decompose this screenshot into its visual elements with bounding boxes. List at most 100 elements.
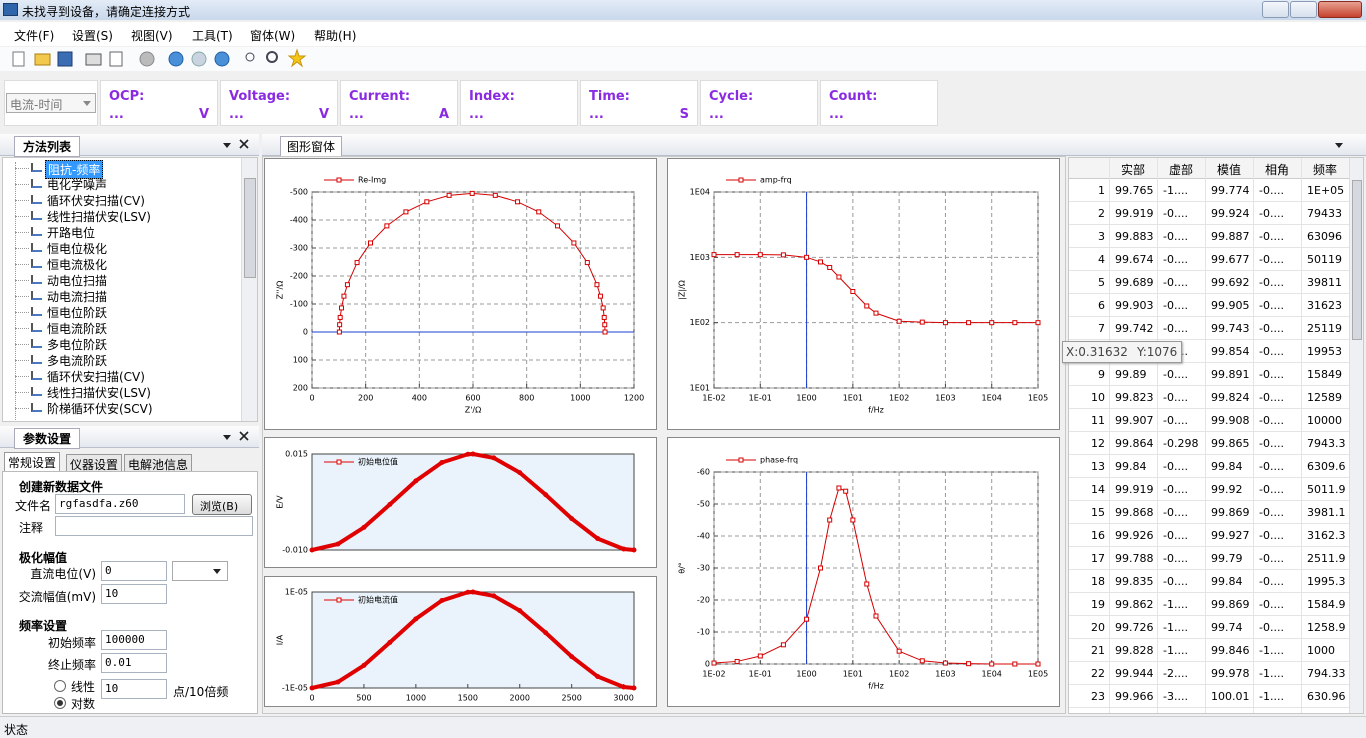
status-text: 状态	[4, 723, 29, 737]
text-input[interactable]: 10	[101, 584, 167, 604]
radio-dot	[57, 700, 63, 706]
column-header[interactable]: 频率	[1312, 163, 1337, 177]
settings-tab[interactable]: 电解池信息	[124, 454, 193, 475]
method-icon	[31, 355, 42, 364]
column-header[interactable]: 虚部	[1168, 163, 1193, 177]
close-button[interactable]	[1318, 1, 1362, 18]
table-cell: -0....	[1259, 506, 1284, 519]
text-input[interactable]: 100000	[101, 630, 167, 650]
x-tick-label: 1E05	[1028, 394, 1048, 403]
method-item[interactable]: 动电流扫描	[47, 290, 108, 304]
text-input[interactable]: 0	[101, 561, 167, 581]
text-input[interactable]: 10	[101, 679, 167, 699]
settings-tab[interactable]: 仪器设置	[66, 454, 123, 475]
minimize-button[interactable]	[1262, 1, 1289, 18]
method-item[interactable]: 恒电流阶跃	[47, 322, 108, 336]
scrollbar[interactable]	[1349, 158, 1363, 713]
pause-icon[interactable]	[191, 51, 207, 67]
zoom-in-icon[interactable]	[245, 52, 255, 62]
menu-item[interactable]: 文件(F)	[14, 29, 55, 43]
table-cell: -1....	[1259, 667, 1284, 680]
method-item[interactable]: 多电位阶跃	[47, 338, 108, 352]
legend-label: 初始电流值	[358, 595, 398, 605]
table-cell: 1000	[1307, 644, 1335, 657]
method-item[interactable]: 电化学噪声	[47, 178, 108, 192]
save-icon[interactable]	[57, 51, 73, 67]
method-item[interactable]: 循环伏安扫描(CV)	[47, 370, 145, 384]
stop-icon[interactable]	[214, 51, 230, 67]
run-icon[interactable]	[168, 51, 184, 67]
table-cell: -0....	[1259, 575, 1284, 588]
text-input[interactable]	[55, 516, 253, 536]
scrollbar[interactable]	[241, 158, 257, 421]
column-header[interactable]: 相角	[1264, 163, 1289, 177]
method-item[interactable]: 恒电流极化	[47, 258, 108, 272]
row-number: 14	[1091, 483, 1105, 496]
table-cell: -0....	[1163, 529, 1188, 542]
method-item[interactable]: 开路电位	[47, 226, 96, 240]
menu-item[interactable]: 视图(V)	[131, 29, 173, 43]
table-cell: 99.835	[1115, 575, 1154, 588]
dropdown-icon[interactable]	[223, 435, 231, 440]
data-point	[804, 254, 810, 260]
x-tick-label: 0	[309, 394, 314, 403]
method-item[interactable]: 多电流阶跃	[47, 354, 108, 368]
row-line	[1069, 201, 1349, 202]
preview-icon[interactable]	[109, 51, 123, 67]
browse-button[interactable]: 浏览(B)	[192, 494, 252, 515]
print-icon[interactable]	[85, 53, 102, 66]
menu-item[interactable]: 设置(S)	[72, 29, 113, 43]
favorite-icon[interactable]	[287, 48, 307, 68]
input-text: 0	[105, 564, 112, 577]
menu-item[interactable]: 帮助(H)	[314, 29, 357, 43]
table-cell: 99.677	[1211, 253, 1250, 266]
table-cell: -0....	[1259, 414, 1284, 427]
method-item[interactable]: 线性扫描伏安(LSV)	[47, 386, 151, 400]
maximize-button[interactable]	[1290, 1, 1317, 18]
data-point	[367, 240, 373, 246]
zoom-icon[interactable]	[266, 51, 278, 63]
settings-tab[interactable]: 常规设置	[4, 452, 61, 473]
table-cell: -0....	[1259, 322, 1284, 335]
data-point	[989, 320, 995, 326]
method-item[interactable]: 循环伏安扫描(CV)	[47, 194, 145, 208]
panel-tab[interactable]: 方法列表	[14, 136, 81, 157]
text-input[interactable]: 0.01	[101, 653, 167, 673]
open-icon[interactable]	[34, 53, 51, 66]
method-item[interactable]: 恒电位极化	[47, 242, 108, 256]
readout-label: Time:	[589, 89, 630, 104]
combo-box[interactable]: 电流-时间	[6, 93, 96, 113]
panel-tab[interactable]: 参数设置	[14, 428, 81, 449]
close-icon[interactable]	[239, 139, 249, 149]
method-item[interactable]: 恒电位阶跃	[47, 306, 108, 320]
readout-panel: Time:... S	[580, 80, 698, 126]
x-tick-label: 1E01	[843, 394, 863, 403]
radio-button[interactable]	[54, 697, 66, 709]
table-cell: 99.79	[1211, 552, 1243, 565]
unit-combo[interactable]	[172, 561, 228, 581]
menu-item[interactable]: 工具(T)	[192, 29, 233, 43]
scroll-thumb[interactable]	[1352, 180, 1362, 340]
connect-icon[interactable]	[139, 51, 155, 67]
x-tick-label: 500	[356, 694, 371, 703]
method-item[interactable]: 阶梯循环伏安(SCV)	[47, 402, 153, 416]
row-number: 23	[1091, 690, 1105, 703]
method-item[interactable]: 线性扫描伏安(LSV)	[47, 210, 151, 224]
menu-item[interactable]: 窗体(W)	[250, 29, 296, 43]
method-item[interactable]: 阻抗-频率	[45, 160, 104, 179]
method-item[interactable]: 动电位扫描	[47, 274, 108, 288]
new-icon[interactable]	[12, 51, 25, 67]
tree-line	[15, 184, 29, 185]
dropdown-icon[interactable]	[223, 143, 231, 148]
method-icon	[31, 403, 42, 412]
graph-tab[interactable]: 图形窗体	[280, 136, 343, 157]
radio-button[interactable]	[54, 680, 66, 692]
column-header[interactable]: 模值	[1216, 163, 1241, 177]
group-title: 创建新数据文件	[19, 480, 104, 494]
dropdown-icon[interactable]	[1335, 143, 1343, 148]
scroll-thumb[interactable]	[244, 178, 256, 278]
column-header[interactable]: 实部	[1120, 163, 1145, 177]
text-input[interactable]: rgfasdfa.z60	[55, 494, 185, 514]
close-icon[interactable]	[239, 431, 249, 441]
readout-unit: V	[318, 107, 329, 122]
